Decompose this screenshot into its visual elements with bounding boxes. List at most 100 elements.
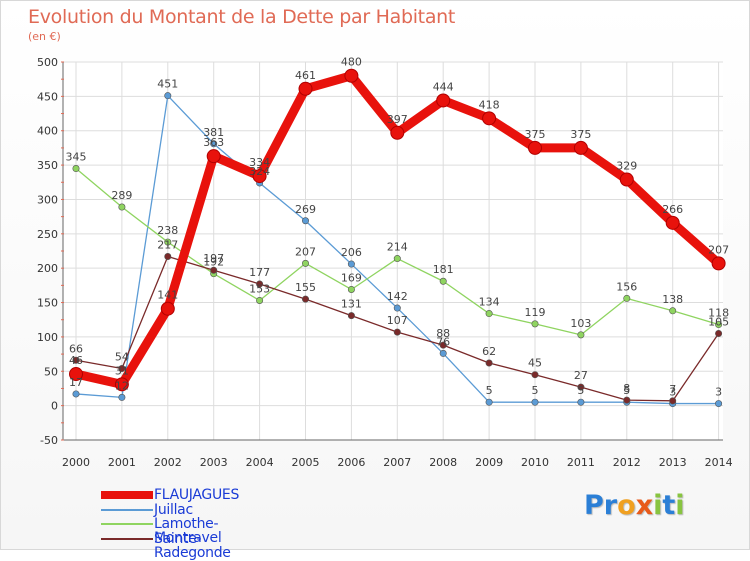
data-label: 141 [157,289,178,302]
x-tick-label: 2004 [246,456,274,469]
y-tick-label: 300 [37,193,58,206]
data-label: 45 [528,357,542,370]
data-point [301,295,309,303]
chart-title: Evolution du Montant de la Dette par Hab… [28,6,456,28]
y-tick-label: 350 [37,159,58,172]
data-point [619,172,634,187]
data-label: 480 [341,56,362,69]
data-label: 156 [616,280,637,293]
data-point [577,383,585,391]
data-label: 266 [662,203,683,216]
data-point [118,203,126,211]
data-point [669,307,677,315]
data-point [160,301,175,316]
legend-swatch [101,508,153,511]
data-label: 31 [115,364,129,377]
x-tick-label: 2007 [383,456,411,469]
data-point [711,256,726,271]
data-point [577,331,585,339]
legend-label: Lamothe-Montravel [154,516,222,546]
y-tick-label: -50 [40,434,58,447]
x-tick-label: 2008 [429,456,457,469]
data-point [531,320,539,328]
data-label: 5 [532,384,539,397]
data-point [118,393,126,401]
data-label: 5 [486,384,493,397]
data-label: 3 [715,386,722,399]
x-tick-label: 2005 [292,456,320,469]
data-point [347,260,355,268]
data-label: 329 [616,160,637,173]
data-point [69,367,83,382]
y-tick-label: 150 [37,297,58,310]
data-label: 62 [482,345,496,358]
data-label: 131 [341,298,362,311]
logo-letter: i [653,490,663,521]
data-label: 418 [479,98,500,111]
data-point [485,310,493,318]
y-tick-label: 450 [37,90,58,103]
data-label: 238 [157,224,178,237]
data-point [393,304,401,312]
data-label: 289 [111,189,132,202]
data-label: 169 [341,271,362,284]
legend-swatch [101,523,153,525]
x-tick-label: 2010 [521,456,549,469]
data-point [439,277,447,285]
x-tick-label: 2011 [567,456,595,469]
logo-letter: x [635,490,654,521]
line-chart: -50 0 50 100 150 200 250 300 350 400 450 500 2000 200… [37,56,733,469]
data-point [256,296,264,304]
data-label: 27 [574,369,588,382]
data-point [164,238,172,246]
x-tick-label: 2014 [705,456,733,469]
x-tick-label: 2013 [659,456,687,469]
x-tick-label: 2006 [337,456,365,469]
data-point [573,140,588,155]
x-tick-label: 2003 [200,456,228,469]
y-tick-label: 0 [51,400,58,413]
data-label: 334 [249,156,270,169]
data-point [531,398,539,406]
data-label: 118 [708,307,729,320]
x-tick-label: 2000 [62,456,90,469]
data-label: 134 [479,296,500,309]
data-label: 7 [669,383,676,396]
data-label: 17 [69,376,83,389]
data-label: 66 [69,342,83,355]
y-tick-label: 400 [37,125,58,138]
data-point [436,93,451,108]
data-point [347,285,355,293]
data-point [210,266,218,274]
data-point [390,125,405,140]
data-label: 76 [436,335,450,348]
legend-label: Juillac [154,501,193,518]
data-label: 153 [249,282,270,295]
data-point [393,328,401,336]
data-point [72,356,80,364]
data-point [715,400,723,408]
y-tick-label: 500 [37,56,58,69]
data-label: 444 [433,80,454,93]
data-point [485,359,493,367]
x-tick-label: 2009 [475,456,503,469]
y-tick-label: 50 [44,365,58,378]
data-label: 155 [295,281,316,294]
data-label: 217 [157,238,178,251]
data-point [252,169,267,184]
proxiti-logo: Proxiti [584,490,685,521]
data-point [114,377,129,392]
data-point [298,81,313,96]
data-point [206,149,221,164]
data-label: 138 [662,293,683,306]
x-tick-label: 2002 [154,456,182,469]
data-label: 177 [249,266,270,279]
chart-subtitle: (en €) [28,30,61,43]
data-point [715,321,723,329]
data-label: 345 [66,151,87,164]
data-label: 207 [708,243,729,256]
data-label: 214 [387,241,408,254]
data-point [715,329,723,337]
data-label: 12 [115,379,129,392]
data-label: 3 [669,386,676,399]
